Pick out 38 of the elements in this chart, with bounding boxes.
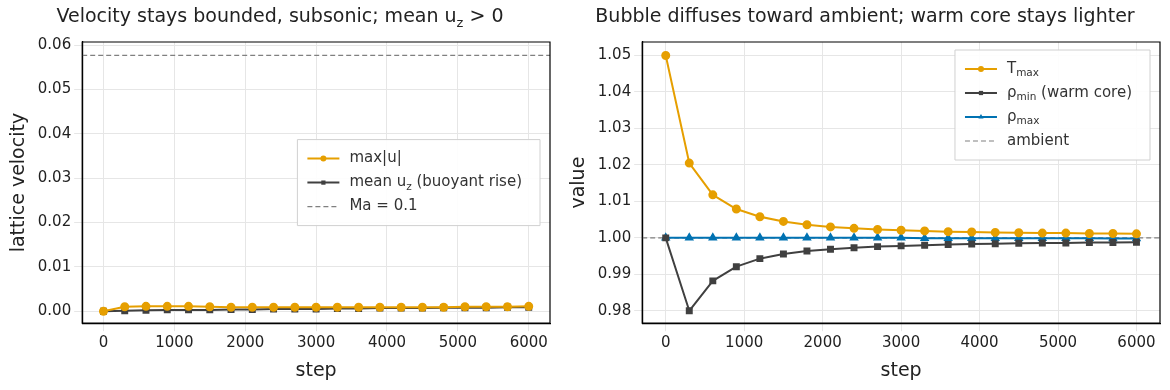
x-axis-title: step: [295, 357, 337, 380]
x-tick-label: 3000: [297, 333, 336, 352]
y-axis-title: lattice velocity: [6, 112, 29, 253]
chart-title: Bubble diffuses toward ambient; warm core stays lighter: [594, 3, 1136, 28]
x-tick-label: 0: [660, 333, 671, 352]
x-axis-title: step: [880, 357, 922, 380]
y-tick-label: 0.04: [37, 123, 72, 142]
y-tick-label: 0.03: [37, 168, 72, 187]
x-tick-label: 2000: [226, 333, 265, 352]
y-axis-title: value: [566, 156, 589, 209]
y-tick-label: 1.00: [597, 227, 632, 246]
y-tick-label: 0.05: [37, 79, 72, 98]
y-tick-label: 1.01: [597, 191, 632, 210]
y-tick-label: 0.99: [597, 264, 632, 283]
x-tick-label: 1000: [155, 333, 194, 352]
x-tick-label: 4000: [367, 333, 407, 352]
x-tick-label: 0: [98, 333, 109, 352]
x-tick-label: 5000: [438, 333, 477, 352]
y-tick-label: 1.02: [597, 154, 632, 173]
x-tick-label: 1000: [725, 333, 764, 352]
y-tick-label: 0.02: [37, 212, 72, 231]
x-tick-label: 4000: [960, 333, 999, 352]
y-tick-label: 1.03: [597, 118, 632, 137]
y-tick-label: 1.05: [597, 45, 632, 64]
x-tick-label: 6000: [1117, 333, 1156, 352]
legend-label: Ma = 0.1: [349, 196, 418, 215]
x-tick-label: 6000: [509, 333, 548, 352]
x-tick-label: 3000: [882, 333, 921, 352]
y-tick-label: 0.01: [37, 256, 72, 275]
y-tick-label: 1.04: [597, 81, 632, 100]
y-tick-label: 0.06: [37, 35, 72, 53]
y-tick-label: 0.00: [37, 301, 72, 320]
x-tick-label: 2000: [803, 333, 842, 352]
legend-label: max|u|: [349, 148, 402, 167]
y-tick-label: 0.98: [597, 300, 632, 319]
chart-title: Velocity stays bounded, subsonic; mean u$_{z}$ > 0: [55, 3, 505, 30]
x-tick-label: 5000: [1038, 333, 1078, 352]
legend-label: ambient: [1006, 130, 1070, 149]
